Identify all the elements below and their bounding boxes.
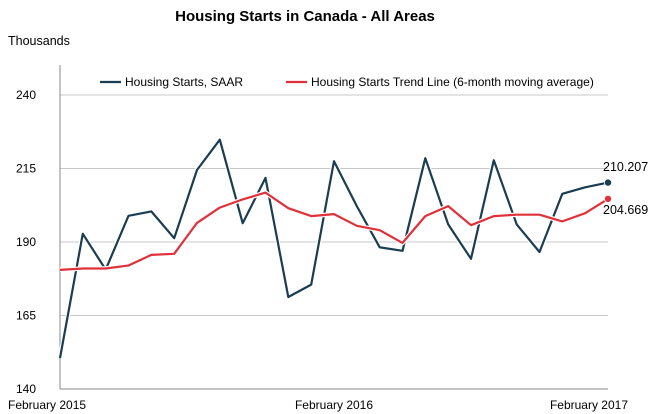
chart-title: Housing Starts in Canada - All Areas [175, 8, 435, 25]
end-marker-starts [604, 178, 613, 187]
series-line-trend [59, 191, 609, 271]
x-tick-0: February 2015 [8, 398, 86, 412]
y-tick-240: 240 [16, 88, 36, 102]
axes [59, 65, 608, 390]
end-marker-trend [604, 194, 613, 203]
series-halo-starts [57, 137, 609, 359]
end-label-trend: 204.669 [603, 203, 648, 217]
y-tick-labels: 140 165 190 215 240 [16, 88, 36, 396]
end-label-starts: 210.207 [603, 160, 648, 174]
y-tick-140: 140 [16, 382, 36, 396]
series-lines [57, 137, 613, 359]
y-axis-unit-label: Thousands [8, 34, 70, 48]
end-value-labels: 210.207 204.669 [603, 160, 648, 217]
gridlines [60, 94, 608, 316]
legend-label-starts: Housing Starts, SAAR [125, 75, 243, 89]
y-tick-165: 165 [16, 309, 36, 323]
series-line-starts [58, 138, 609, 359]
y-tick-190: 190 [16, 235, 36, 249]
x-tick-2: February 2017 [550, 398, 628, 412]
x-tick-labels: February 2015 February 2016 February 2017 [8, 398, 628, 412]
y-tick-215: 215 [16, 162, 36, 176]
legend-label-trend: Housing Starts Trend Line (6-month movin… [311, 75, 594, 89]
x-tick-1: February 2016 [295, 398, 373, 412]
legend: Housing Starts, SAAR Housing Starts Trend… [100, 75, 594, 89]
